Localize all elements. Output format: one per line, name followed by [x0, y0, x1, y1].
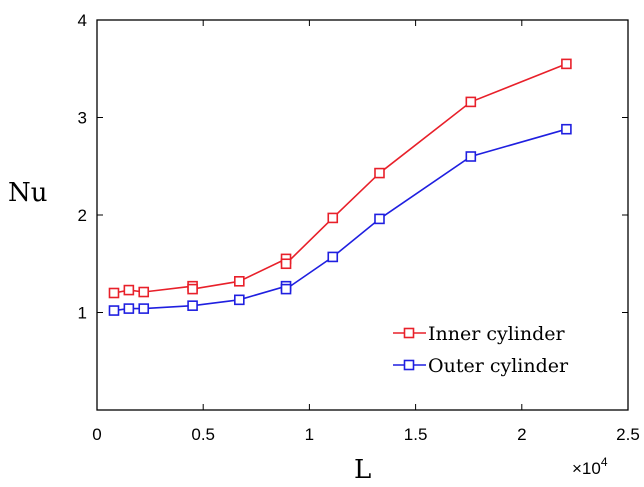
data-point-inner-cylinder	[123, 284, 135, 296]
data-point-outer-cylinder	[465, 151, 477, 162]
y-tick-label: 1	[78, 304, 87, 323]
y-tick-label: 4	[78, 11, 87, 30]
y-axis-label: Nu	[8, 178, 48, 208]
data-point-inner-cylinder	[280, 258, 292, 270]
data-point-outer-cylinder	[234, 294, 245, 306]
data-point-inner-cylinder	[187, 283, 198, 295]
series-layer	[108, 58, 572, 316]
x-tick-label: 0	[92, 425, 101, 444]
data-point-outer-cylinder	[327, 251, 339, 263]
x-tick-label: 1	[305, 425, 314, 444]
series-line-inner-cylinder	[113, 63, 567, 294]
legend-item-outer-cylinder: Outer cylinder	[393, 355, 569, 377]
legend-marker-outer-cylinder	[403, 359, 415, 371]
x-axis-exponent: ×104	[572, 455, 608, 478]
data-point-inner-cylinder	[138, 286, 150, 298]
data-point-inner-cylinder	[327, 212, 339, 224]
plot-frame	[96, 19, 629, 411]
data-point-inner-cylinder	[234, 275, 245, 287]
plot-area	[96, 19, 629, 411]
data-point-inner-cylinder	[561, 58, 572, 70]
data-point-inner-cylinder	[108, 287, 120, 299]
data-point-outer-cylinder	[280, 283, 292, 295]
legend-marker-inner-cylinder	[403, 327, 415, 339]
data-point-outer-cylinder	[561, 123, 572, 135]
y-tick-label: 2	[78, 206, 87, 225]
data-point-outer-cylinder	[123, 303, 135, 314]
x-tick-label: 2.5	[616, 425, 640, 444]
y-tick-label: 3	[78, 109, 87, 128]
x-tick-label: 1.5	[404, 425, 428, 444]
legend-item-inner-cylinder: Inner cylinder	[393, 323, 566, 345]
data-point-inner-cylinder	[374, 167, 385, 179]
data-point-inner-cylinder	[465, 96, 477, 108]
x-axis-exponent-base: ×10	[572, 459, 601, 478]
series-line-outer-cylinder	[113, 128, 567, 312]
legend-label-outer-cylinder: Outer cylinder	[428, 355, 569, 377]
data-point-outer-cylinder	[138, 303, 150, 314]
x-axis-label: L	[354, 455, 371, 485]
x-tick-label: 2	[517, 425, 526, 444]
x-tick-label: 0.5	[191, 425, 215, 444]
x-axis-exponent-power: 4	[601, 455, 608, 469]
legend: Inner cylinder Outer cylinder	[393, 323, 569, 377]
data-point-outer-cylinder	[187, 300, 198, 311]
x-axis-ticks: 0 0.5 1 1.5 2 2.5	[92, 20, 640, 444]
legend-label-inner-cylinder: Inner cylinder	[428, 323, 566, 345]
y-axis-ticks: 1 2 3 4	[78, 11, 628, 323]
data-point-outer-cylinder	[108, 305, 120, 316]
data-point-outer-cylinder	[374, 213, 385, 225]
